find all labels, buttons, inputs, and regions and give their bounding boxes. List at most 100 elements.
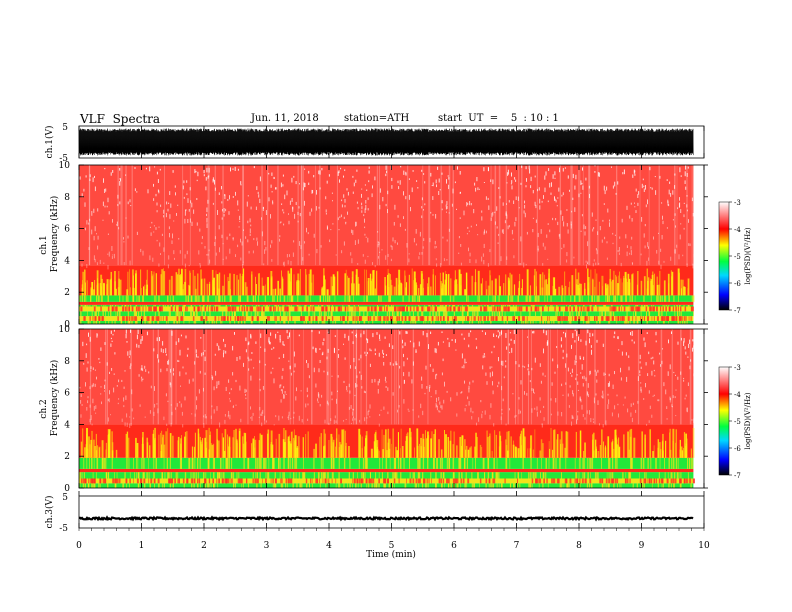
spectrogram-burst: [675, 442, 676, 458]
spectrogram-speckle: [555, 199, 557, 203]
spectrogram-speckle: [251, 304, 253, 307]
spectrogram-speckle: [275, 320, 277, 324]
spectrogram-speckle: [190, 478, 193, 484]
spectrogram-speckle: [435, 483, 437, 488]
spectrogram-burst: [206, 283, 209, 296]
spectrogram-speckle: [536, 457, 538, 469]
spectrogram-speckle: [505, 360, 507, 363]
spectrogram-speckle: [630, 251, 632, 256]
spectrogram-speckle: [129, 478, 131, 484]
spectrogram-speckle: [91, 423, 93, 426]
spectrogram-speckle: [502, 229, 504, 234]
spectrogram-speckle: [575, 304, 577, 307]
spectrogram-burst: [233, 430, 235, 458]
spectrogram-burst: [161, 430, 163, 458]
spectrogram-band: [79, 301, 694, 305]
spectrogram-speckle: [497, 385, 499, 388]
spectrogram-speckle: [322, 351, 324, 355]
spectrogram-speckle: [487, 472, 490, 479]
spectrogram-speckle: [441, 304, 444, 307]
spectrogram-speckle: [412, 361, 414, 366]
spectrogram-speckle: [312, 306, 315, 312]
spectrogram-speckle: [623, 306, 626, 312]
spectrogram-speckle: [87, 400, 89, 404]
spectrogram-speckle: [143, 457, 145, 469]
spectrogram-speckle: [117, 402, 119, 405]
spectrogram-speckle: [560, 483, 562, 488]
spectrogram-stripe: [175, 329, 177, 425]
spectrogram-speckle: [272, 367, 274, 370]
spectrogram-speckle: [416, 180, 418, 182]
spectrogram-speckle: [529, 380, 531, 383]
spectrogram-speckle: [279, 222, 281, 224]
spectrogram-speckle: [367, 237, 369, 243]
spectrogram-burst: [388, 438, 391, 458]
spectrogram-speckle: [93, 235, 95, 241]
spectrogram-speckle: [490, 179, 492, 182]
spectrogram-speckle: [368, 409, 370, 412]
spectrogram-speckle: [250, 417, 252, 419]
spectrogram-burst: [306, 274, 307, 296]
spectrogram-speckle: [90, 415, 92, 421]
spectrogram-speckle: [631, 236, 633, 240]
spectrogram-speckle: [418, 457, 420, 469]
spectrogram-speckle: [468, 385, 470, 389]
spectrogram-speckle: [283, 353, 285, 358]
spectrogram-speckle: [532, 320, 534, 324]
spectrogram-speckle: [646, 320, 648, 324]
spectrogram-speckle: [586, 410, 588, 414]
spectrogram-burst: [348, 446, 350, 458]
spectrogram-speckle: [594, 472, 597, 479]
spectrogram-speckle: [639, 472, 640, 479]
spectrogram-speckle: [683, 320, 686, 324]
spectrogram-speckle: [660, 316, 663, 321]
spectrogram-speckle: [451, 339, 453, 341]
spectrogram-speckle: [80, 306, 83, 312]
spectrogram-speckle: [444, 483, 445, 488]
spectrogram-speckle: [650, 457, 652, 469]
spectrogram-speckle: [480, 400, 482, 403]
spectrogram-speckle: [257, 241, 258, 246]
spectrogram-speckle: [188, 295, 190, 302]
spectrogram-speckle: [446, 306, 449, 312]
spectrogram-speckle: [214, 187, 216, 191]
spectrogram-speckle: [575, 316, 577, 321]
spectrogram-speckle: [625, 234, 627, 239]
spectrogram-speckle: [236, 472, 238, 479]
spectrogram-speckle: [647, 247, 649, 249]
spectrogram-speckle: [316, 190, 317, 195]
spectrogram-burst: [381, 429, 383, 458]
spectrogram-speckle: [651, 414, 653, 418]
spectrogram-speckle: [135, 316, 138, 321]
spectrogram-stripe: [490, 165, 492, 266]
spectrogram-burst: [477, 270, 480, 296]
spectrogram-speckle: [569, 478, 572, 484]
spectrogram-speckle: [411, 295, 414, 302]
spectrogram-speckle: [643, 478, 646, 484]
spectrogram-burst: [683, 286, 685, 296]
spectrogram-speckle: [374, 378, 376, 383]
spectrogram-speckle: [647, 457, 649, 469]
spectrogram-speckle: [595, 248, 597, 251]
spectrogram-speckle: [454, 483, 455, 488]
spectrogram-speckle: [129, 423, 131, 428]
spectrogram-speckle: [572, 393, 574, 397]
spectrogram-speckle: [421, 197, 423, 201]
spectrogram-speckle: [398, 186, 400, 190]
spectrogram-speckle: [403, 457, 405, 469]
spectrogram-speckle: [439, 401, 441, 405]
spectrogram-speckle: [387, 304, 389, 307]
spectrogram-speckle: [493, 345, 495, 348]
spectrogram-speckle: [377, 381, 379, 386]
spectrogram-burst: [339, 442, 341, 458]
spectrogram-speckle: [140, 304, 142, 307]
spectrogram-speckle: [590, 418, 592, 423]
spectrogram-speckle: [378, 316, 381, 321]
spectrogram-speckle: [680, 175, 682, 177]
spectrogram-speckle: [580, 230, 582, 232]
spectrogram-speckle: [511, 185, 513, 190]
spectrogram-speckle: [539, 198, 541, 204]
spectrogram-speckle: [343, 457, 346, 469]
spectrogram-speckle: [119, 295, 121, 302]
spectrogram-burst: [494, 278, 497, 296]
